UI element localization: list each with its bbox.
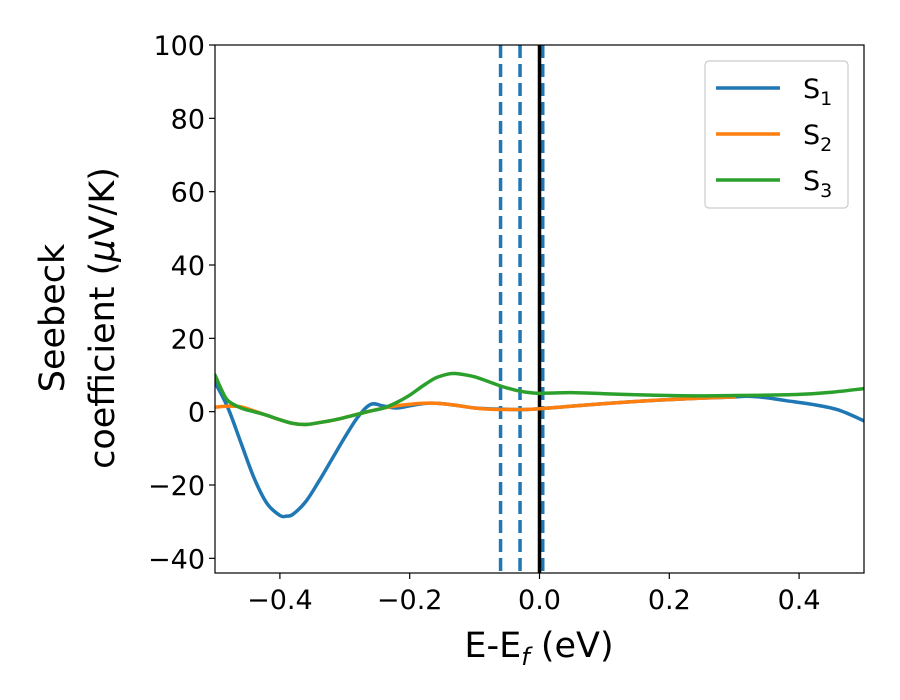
y-tick-label: −40 [148, 544, 205, 575]
y-axis-label-line2: coefficient (μV/K) [83, 167, 123, 469]
legend: S1 S2 S3 [704, 60, 849, 209]
x-tick-label: 0.2 [648, 585, 691, 616]
x-tick-label: 0.4 [778, 585, 821, 616]
y-tick-label: 100 [153, 31, 205, 62]
series-lines [215, 371, 864, 519]
legend-label-s3: S3 [803, 166, 832, 202]
y-axis-label-line1: Seebeck [33, 243, 73, 392]
y-tick-label: 20 [171, 324, 205, 355]
legend-label-s1: S1 [803, 74, 832, 110]
y-tick-label: 0 [188, 398, 205, 429]
x-axis-ticks: −0.4 −0.2 0.0 0.2 0.4 [247, 573, 821, 616]
y-axis-ticks: −40 −20 0 20 40 60 80 100 [148, 31, 215, 575]
legend-label-s2: S2 [803, 120, 832, 156]
y-tick-label: 60 [171, 178, 205, 209]
series-line-s3 [215, 371, 864, 427]
x-axis-label: E-Ef (eV) [464, 626, 613, 671]
x-tick-label: −0.2 [377, 585, 443, 616]
reference-lines [498, 45, 545, 573]
y-tick-label: −20 [148, 471, 205, 502]
y-tick-label: 40 [171, 251, 205, 282]
x-tick-label: 0.0 [518, 585, 561, 616]
x-tick-label: −0.4 [247, 585, 313, 616]
y-tick-label: 80 [171, 104, 205, 135]
